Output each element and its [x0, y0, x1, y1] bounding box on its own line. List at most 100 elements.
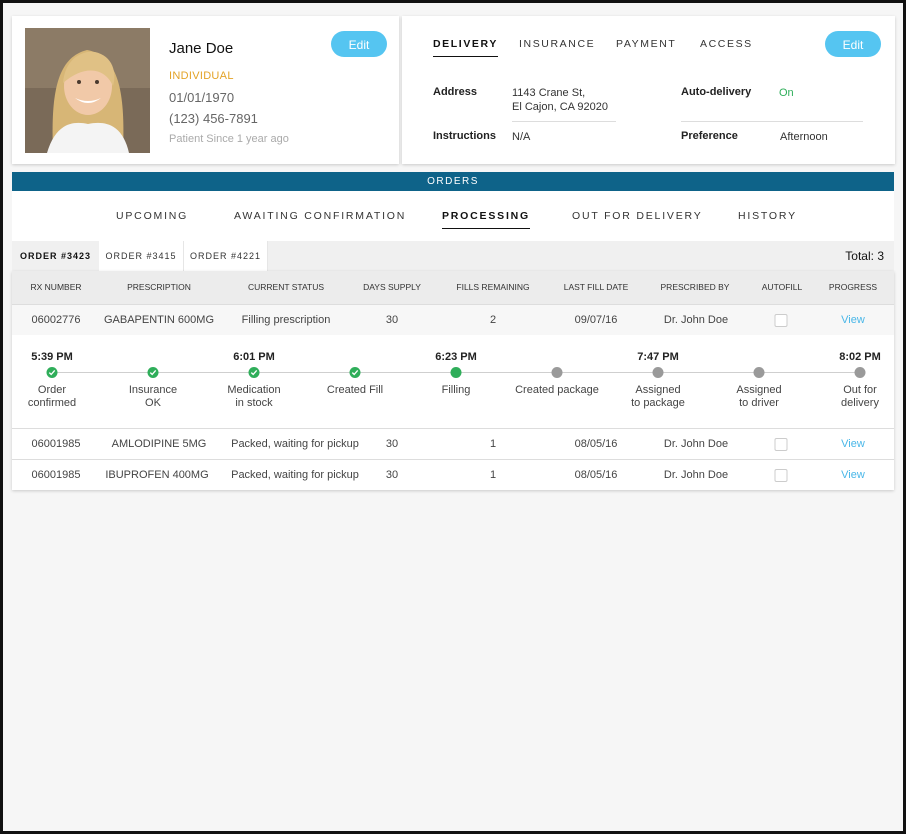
- fills-remaining: 2: [489, 314, 497, 326]
- prescribed-by: Dr. John Doe: [663, 469, 729, 481]
- prescribed-by: Dr. John Doe: [663, 314, 729, 326]
- fills-remaining: 1: [489, 438, 497, 450]
- view-progress-link[interactable]: View: [841, 314, 865, 326]
- tab-awaiting-confirmation[interactable]: AWAITING CONFIRMATION: [234, 210, 407, 222]
- col-progress: PROGRESS: [828, 282, 878, 292]
- preference-value[interactable]: Afternoon: [780, 131, 828, 143]
- view-progress-link[interactable]: View: [841, 469, 865, 481]
- orders-total: Total: 3: [845, 249, 884, 263]
- patient-dob: 01/01/1970: [169, 90, 235, 105]
- tab-history[interactable]: HISTORY: [738, 210, 797, 222]
- step-label-line2: delivery: [841, 397, 879, 409]
- timeline-step-label: Created package: [515, 384, 599, 397]
- tab-order-3423[interactable]: ORDER #3423: [12, 241, 99, 271]
- patient-since: Patient Since 1 year ago: [169, 133, 289, 145]
- step-label-line1: Assigned: [736, 384, 782, 396]
- current-status: Packed, waiting for pickup: [231, 469, 359, 481]
- col-prescription: PRESCRIPTION: [127, 282, 191, 292]
- auto-delivery-value[interactable]: On: [779, 87, 794, 99]
- prescription-name: IBUPROFEN 400MG: [105, 469, 209, 481]
- prescriptions-table: RX NUMBER PRESCRIPTION CURRENT STATUS DA…: [12, 271, 894, 490]
- fills-remaining: 1: [489, 469, 497, 481]
- tab-order-4221[interactable]: ORDER #4221: [184, 241, 268, 271]
- timeline-time: 7:47 PM: [637, 351, 679, 363]
- rx-number: 06002776: [31, 314, 81, 326]
- days-supply: 30: [385, 438, 399, 450]
- col-rx-number: RX NUMBER: [30, 282, 82, 292]
- timeline-step-label: Created Fill: [327, 384, 383, 397]
- col-days-supply: DAYS SUPPLY: [363, 282, 421, 292]
- timeline-time: 6:23 PM: [435, 351, 477, 363]
- col-prescribed-by: PRESCRIBED BY: [660, 282, 730, 292]
- divider: [512, 121, 616, 122]
- step-label-line2: to package: [631, 397, 685, 409]
- days-supply: 30: [385, 314, 399, 326]
- timeline-step-label: Assigned to driver: [736, 384, 781, 410]
- patient-name: Jane Doe: [169, 40, 234, 57]
- address-line1: 1143 Crane St,: [512, 87, 586, 99]
- autofill-checkbox[interactable]: [774, 438, 788, 451]
- tab-insurance[interactable]: INSURANCE: [519, 38, 596, 50]
- tab-delivery[interactable]: DELIVERY: [433, 38, 498, 57]
- last-fill-date: 09/07/16: [574, 314, 618, 326]
- timeline-step-label: Insurance OK: [129, 384, 177, 410]
- tab-access[interactable]: ACCESS: [700, 38, 753, 50]
- tab-processing[interactable]: PROCESSING: [442, 210, 531, 229]
- prescribed-by: Dr. John Doe: [663, 438, 729, 450]
- tab-order-3415[interactable]: ORDER #3415: [99, 241, 184, 271]
- timeline-step-label: Assigned to package: [631, 384, 685, 410]
- auto-delivery-label: Auto-delivery: [681, 86, 752, 98]
- instructions-label: Instructions: [433, 130, 496, 142]
- timeline-step-label: Medication in stock: [227, 384, 280, 410]
- patient-profile-card: Jane Doe INDIVIDUAL 01/01/1970 (123) 456…: [12, 16, 399, 164]
- timeline-time: 6:01 PM: [233, 351, 275, 363]
- instructions-value: N/A: [512, 131, 531, 143]
- patient-photo: [25, 28, 150, 153]
- step-label-line1: Medication: [227, 384, 281, 396]
- rx-number: 06001985: [31, 438, 81, 450]
- step-label-line2: in stock: [235, 397, 273, 409]
- tab-upcoming[interactable]: UPCOMING: [116, 210, 189, 222]
- last-fill-date: 08/05/16: [574, 469, 618, 481]
- timeline-step-label: Filling: [442, 384, 471, 397]
- current-status: Packed, waiting for pickup: [231, 438, 359, 450]
- table-row[interactable]: 06002776 GABAPENTIN 600MG Filling prescr…: [12, 305, 894, 335]
- view-progress-link[interactable]: View: [841, 438, 865, 450]
- tab-out-for-delivery[interactable]: OUT FOR DELIVERY: [572, 210, 703, 222]
- step-label-line1: Assigned: [635, 384, 681, 396]
- table-row[interactable]: 06001985 IBUPROFEN 400MG Packed, waiting…: [12, 460, 894, 490]
- address-label: Address: [433, 86, 478, 98]
- completed-step-icon: [450, 367, 462, 378]
- autofill-checkbox[interactable]: [774, 314, 788, 327]
- prescription-name: AMLODIPINE 5MG: [111, 438, 207, 450]
- completed-step-icon: [349, 367, 361, 378]
- completed-step-icon: [46, 367, 58, 378]
- address-line2: El Cajon, CA 92020: [512, 101, 609, 113]
- step-label-line1: Created package: [515, 384, 599, 396]
- orders-header: ORDERS: [12, 172, 894, 191]
- step-label-line1: Filling: [441, 384, 471, 396]
- pending-step-dot: [652, 367, 664, 378]
- tab-payment[interactable]: PAYMENT: [616, 38, 677, 50]
- delivery-card: DELIVERY INSURANCE PAYMENT ACCESS Edit A…: [402, 16, 895, 164]
- last-fill-date: 08/05/16: [574, 438, 618, 450]
- pending-step-dot: [753, 367, 765, 378]
- current-status: Filling prescription: [241, 314, 331, 326]
- edit-profile-button[interactable]: Edit: [331, 31, 387, 57]
- step-label-line1: Insurance: [128, 384, 178, 396]
- patient-type: INDIVIDUAL: [169, 70, 234, 82]
- preference-label: Preference: [681, 130, 738, 142]
- pending-step-dot: [551, 367, 563, 378]
- autofill-checkbox[interactable]: [774, 469, 788, 482]
- timeline-step-label: Out for delivery: [841, 384, 879, 410]
- completed-step-icon: [147, 367, 159, 378]
- days-supply: 30: [385, 469, 399, 481]
- divider: [681, 121, 863, 122]
- step-label-line1: Order: [37, 384, 67, 396]
- prescription-name: GABAPENTIN 600MG: [103, 314, 215, 326]
- table-row[interactable]: 06001985 AMLODIPINE 5MG Packed, waiting …: [12, 429, 894, 460]
- col-autofill: AUTOFILL: [761, 282, 803, 292]
- edit-delivery-button[interactable]: Edit: [825, 31, 881, 57]
- rx-number: 06001985: [31, 469, 81, 481]
- order-tabs: ORDER #3423 ORDER #3415 ORDER #4221 Tota…: [12, 241, 894, 271]
